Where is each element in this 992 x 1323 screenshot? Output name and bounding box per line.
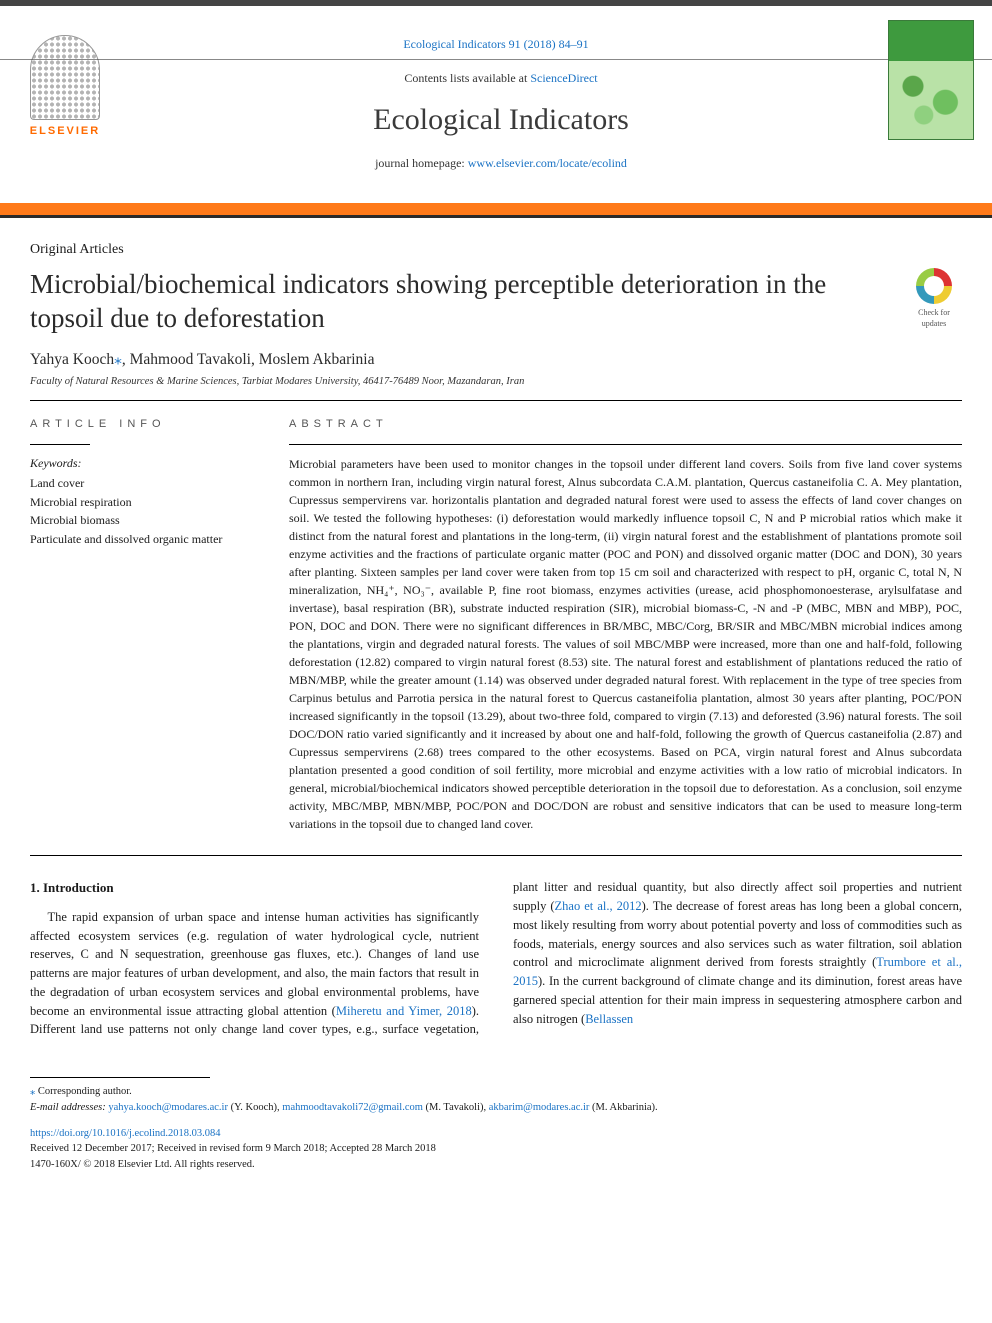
running-citation: Ecological Indicators 91 (2018) 84–91 xyxy=(0,6,992,59)
email-label: E-mail addresses: xyxy=(30,1102,108,1113)
journal-cover-thumbnail xyxy=(888,20,974,140)
abstract-rule xyxy=(289,444,962,445)
author-3: Moslem Akbarinia xyxy=(259,351,375,368)
footnote-rule xyxy=(30,1077,210,1078)
citation-link[interactable]: Bellassen xyxy=(585,1012,633,1026)
publisher-logo: ELSEVIER xyxy=(20,20,110,140)
email-name: (Y. Kooch), xyxy=(228,1102,282,1113)
body-two-column: 1. Introduction The rapid expansion of u… xyxy=(30,878,962,1039)
email-link[interactable]: mahmoodtavakoli72@gmail.com xyxy=(282,1102,423,1113)
body-paragraph: The rapid expansion of urban space and i… xyxy=(30,878,962,1039)
citation-link[interactable]: Zhao et al., 2012 xyxy=(555,899,642,913)
keyword: Microbial biomass xyxy=(30,511,255,530)
footnotes: ⁎ Corresponding author. E-mail addresses… xyxy=(0,1077,992,1181)
email-name: (M. Tavakoli), xyxy=(423,1102,489,1113)
doi-link[interactable]: https://doi.org/10.1016/j.ecolind.2018.0… xyxy=(30,1128,221,1139)
article-info-column: ARTICLE INFO Keywords: Land cover Microb… xyxy=(30,417,255,833)
orange-divider xyxy=(0,203,992,215)
keywords-label: Keywords: xyxy=(30,455,255,472)
journal-name: Ecological Indicators xyxy=(120,99,882,141)
crossmark-widget[interactable]: Check for updates xyxy=(906,268,962,329)
article-type: Original Articles xyxy=(30,240,962,260)
email-link[interactable]: akbarim@modares.ac.ir xyxy=(489,1102,590,1113)
citation-link[interactable]: Miheretu and Yimer, 2018 xyxy=(336,1004,472,1018)
author-line: Yahya Kooch⁎, Mahmood Tavakoli, Moslem A… xyxy=(30,349,962,371)
masthead: ELSEVIER Contents lists available at Sci… xyxy=(0,59,992,190)
crossmark-label: Check for updates xyxy=(918,308,950,328)
publisher-name: ELSEVIER xyxy=(30,124,100,139)
rule-above-abstract xyxy=(30,400,962,401)
copyright-line: 1470-160X/ © 2018 Elsevier Ltd. All righ… xyxy=(30,1157,962,1173)
email-line: E-mail addresses: yahya.kooch@modares.ac… xyxy=(30,1100,962,1116)
info-rule xyxy=(30,444,90,445)
corr-text: Corresponding author. xyxy=(38,1086,132,1097)
received-line: Received 12 December 2017; Received in r… xyxy=(30,1141,962,1157)
homepage-link[interactable]: www.elsevier.com/locate/ecolind xyxy=(468,156,627,170)
keyword: Microbial respiration xyxy=(30,493,255,512)
corresponding-marker[interactable]: ⁎ xyxy=(114,351,122,368)
affiliation: Faculty of Natural Resources & Marine Sc… xyxy=(30,375,962,390)
elsevier-tree-icon xyxy=(30,35,100,120)
contents-line: Contents lists available at ScienceDirec… xyxy=(120,70,882,87)
homepage-line: journal homepage: www.elsevier.com/locat… xyxy=(120,155,882,172)
keyword: Particulate and dissolved organic matter xyxy=(30,530,255,549)
section-heading: 1. Introduction xyxy=(30,878,479,898)
corr-star-icon: ⁎ xyxy=(30,1086,35,1097)
homepage-prefix: journal homepage: xyxy=(375,156,468,170)
abstract-heading: ABSTRACT xyxy=(289,417,962,432)
author-2: Mahmood Tavakoli xyxy=(130,351,251,368)
body-text: ). In the current background of climate … xyxy=(513,974,962,1026)
email-name: (M. Akbarinia). xyxy=(589,1102,657,1113)
abstract-text: Microbial parameters have been used to m… xyxy=(289,455,962,833)
body-text: The rapid expansion of urban space and i… xyxy=(30,910,479,1018)
email-link[interactable]: yahya.kooch@modares.ac.ir xyxy=(108,1102,228,1113)
corresponding-note: ⁎ Corresponding author. xyxy=(30,1084,962,1100)
citation-link[interactable]: Ecological Indicators 91 (2018) 84–91 xyxy=(403,37,588,51)
contents-prefix: Contents lists available at xyxy=(404,71,530,85)
article-info-heading: ARTICLE INFO xyxy=(30,417,255,432)
crossmark-icon xyxy=(916,268,952,304)
author-1: Yahya Kooch xyxy=(30,351,114,368)
keyword: Land cover xyxy=(30,474,255,493)
abstract-column: ABSTRACT Microbial parameters have been … xyxy=(289,417,962,833)
article-title: Microbial/biochemical indicators showing… xyxy=(30,268,890,336)
rule-below-abstract xyxy=(30,855,962,856)
sciencedirect-link[interactable]: ScienceDirect xyxy=(530,71,597,85)
